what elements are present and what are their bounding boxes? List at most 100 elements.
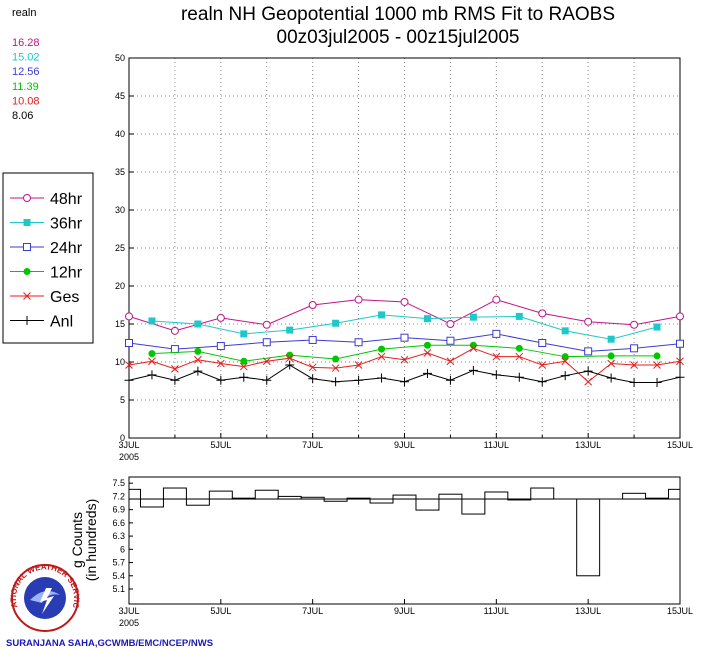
- point: [216, 359, 225, 368]
- point: [308, 301, 317, 309]
- credit: SURANJANA SAHA,GCWMB/EMC/NCEP/NWS: [6, 638, 213, 649]
- y-tick-label: 7.2: [112, 491, 125, 501]
- point: [561, 327, 569, 335]
- point: [400, 377, 409, 387]
- point: [216, 375, 226, 385]
- bar: [208, 490, 233, 500]
- point: [262, 375, 272, 385]
- point: [194, 320, 202, 328]
- point: [125, 339, 133, 347]
- point: [285, 360, 295, 370]
- y-tick-label: 6.9: [112, 505, 125, 515]
- y-axis-label: (in hundreds): [83, 499, 99, 582]
- point: [171, 364, 179, 373]
- point: [147, 370, 157, 380]
- y-tick-label: 6.6: [112, 518, 125, 528]
- bar: [254, 489, 279, 500]
- y-tick-label: 5: [120, 395, 125, 405]
- point: [629, 378, 639, 388]
- point: [422, 368, 432, 378]
- point: [148, 357, 156, 366]
- point: [240, 330, 248, 338]
- point: [239, 362, 248, 371]
- point: [469, 344, 478, 353]
- point: [400, 333, 409, 342]
- bar: [162, 487, 187, 500]
- series-mean: 15.02: [12, 52, 40, 64]
- bar: [369, 498, 394, 504]
- y-tick-label: 5.7: [112, 558, 125, 568]
- legend-box: [2, 172, 94, 344]
- y-tick-label: 45: [115, 91, 125, 101]
- legend-label: 48hr: [50, 191, 83, 208]
- bar: [128, 488, 141, 500]
- x-tick-label: 5JUL: [210, 606, 231, 616]
- x-tick-label: 7JUL: [302, 606, 323, 616]
- point: [148, 317, 156, 325]
- bar: [139, 498, 164, 508]
- x-tick-label: 7JUL: [302, 440, 323, 450]
- point: [194, 355, 202, 364]
- point: [676, 339, 684, 348]
- bar: [461, 498, 486, 515]
- point: [538, 339, 547, 347]
- x-tick-label: 11JUL: [484, 440, 509, 450]
- bar: [438, 493, 463, 500]
- y-tick-label: 6.3: [112, 531, 125, 541]
- point: [423, 341, 431, 349]
- legend-label: 12hr: [50, 265, 83, 282]
- point: [515, 312, 523, 320]
- bar: [392, 494, 417, 500]
- bar: [415, 498, 440, 511]
- bar: [484, 491, 509, 500]
- series-line: [151, 314, 658, 340]
- point: [354, 295, 363, 304]
- point: [377, 352, 386, 361]
- point: [194, 347, 202, 355]
- point: [652, 378, 662, 388]
- point: [331, 377, 341, 387]
- point: [216, 342, 225, 351]
- point: [675, 372, 685, 382]
- series-mean: 8.06: [12, 110, 33, 122]
- y-tick-label: 7.5: [112, 478, 125, 488]
- point: [446, 320, 455, 328]
- bar: [530, 487, 555, 500]
- point: [400, 355, 409, 364]
- y-tick-label: 0: [120, 433, 125, 443]
- series-line: [151, 344, 658, 362]
- point: [584, 317, 593, 326]
- point: [468, 365, 478, 375]
- model-label: realn: [12, 7, 36, 19]
- y-tick-label: 5.1: [112, 584, 125, 594]
- point: [354, 361, 363, 369]
- point: [653, 361, 661, 369]
- point: [124, 375, 134, 385]
- point: [630, 361, 638, 369]
- y-tick-label: 15: [115, 319, 125, 329]
- point: [239, 372, 249, 382]
- point: [606, 373, 616, 383]
- bar: [622, 492, 647, 500]
- x-tick-label: 15JUL: [667, 606, 693, 616]
- point: [676, 357, 684, 366]
- x-tick-label: 11JUL: [484, 606, 509, 616]
- point: [423, 349, 432, 357]
- point: [125, 361, 133, 369]
- point: [492, 295, 501, 304]
- point: [492, 352, 501, 361]
- chart-title: realn NH Geopotential 1000 mb RMS Fit to…: [181, 4, 615, 25]
- point: [332, 319, 340, 327]
- point: [538, 309, 547, 318]
- legend-marker: [23, 292, 31, 300]
- point: [607, 359, 615, 368]
- point: [193, 366, 203, 376]
- y-tick-label: 40: [115, 129, 125, 139]
- logo-bolt: [40, 588, 54, 614]
- point: [170, 345, 179, 354]
- bar: [668, 488, 681, 500]
- point: [491, 370, 501, 380]
